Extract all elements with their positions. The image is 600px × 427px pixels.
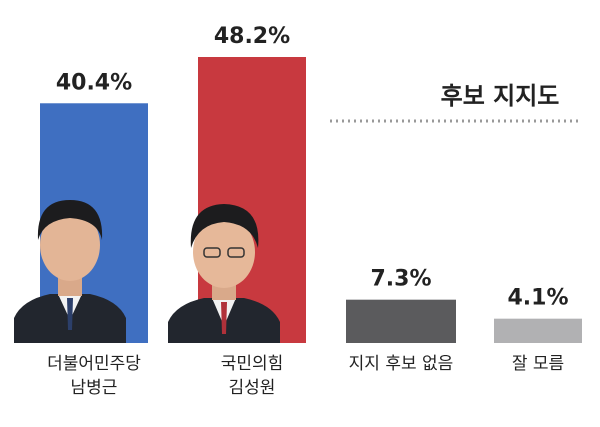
bars bbox=[40, 57, 582, 343]
bar bbox=[494, 318, 582, 343]
category-label: 더불어민주당 bbox=[47, 354, 141, 374]
chart-title: 후보 지지도 bbox=[441, 82, 560, 110]
photo-1 bbox=[14, 200, 126, 343]
value-label: 48.2% bbox=[214, 24, 290, 49]
value-label: 40.4% bbox=[56, 70, 132, 95]
category-label: 국민의힘 bbox=[221, 354, 284, 374]
category-label: 김성원 bbox=[229, 378, 276, 398]
category-label: 잘 모름 bbox=[512, 354, 564, 374]
category-label: 지지 후보 없음 bbox=[349, 354, 454, 374]
photo-2 bbox=[168, 204, 280, 343]
bar bbox=[346, 299, 456, 343]
category-label: 남병근 bbox=[71, 378, 118, 398]
value-label: 7.3% bbox=[370, 267, 431, 292]
value-label: 4.1% bbox=[507, 286, 568, 311]
